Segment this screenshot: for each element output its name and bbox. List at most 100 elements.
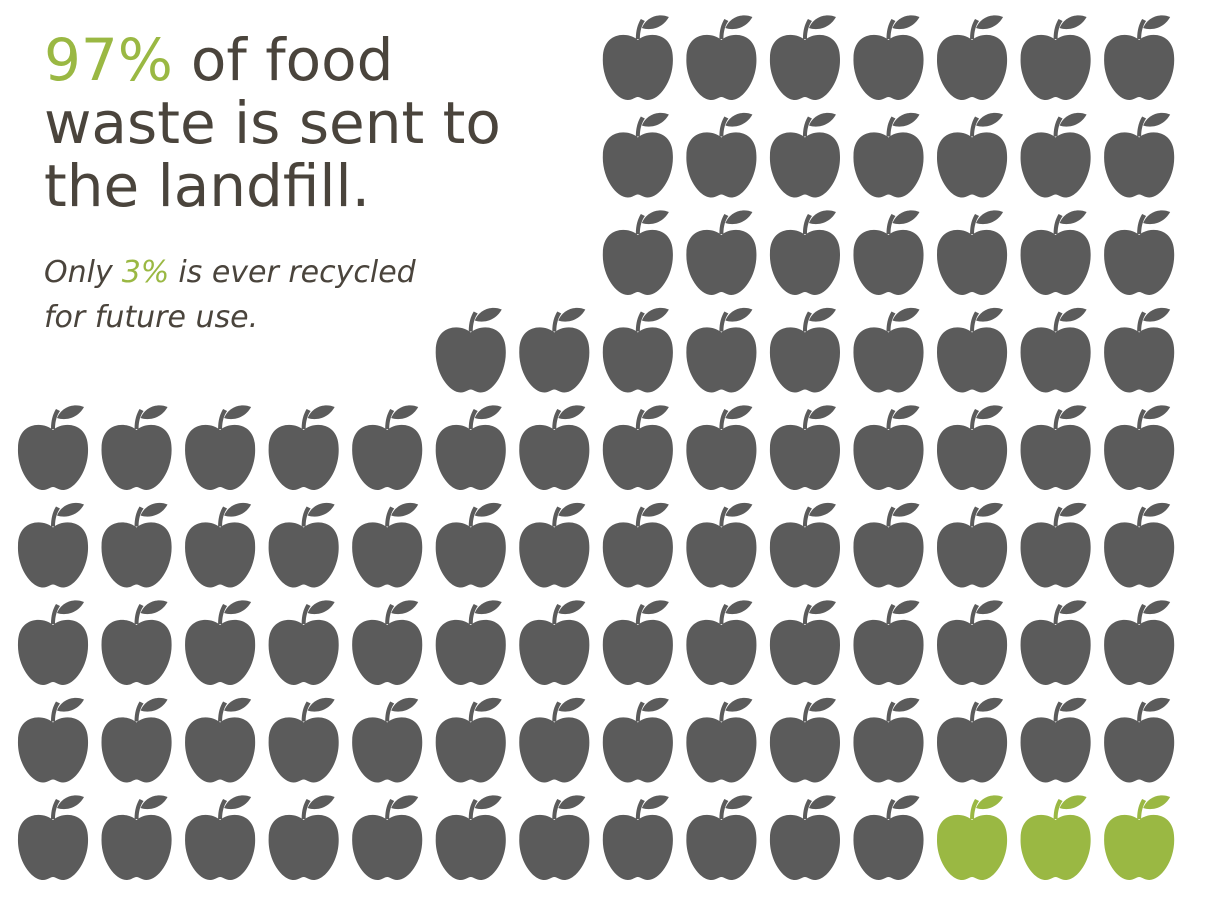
headline-percent: 97% (44, 26, 173, 94)
apple (352, 600, 423, 685)
apple (853, 795, 924, 880)
apple (769, 502, 841, 588)
apple (101, 502, 172, 588)
apple (101, 600, 172, 685)
apple (602, 307, 673, 393)
apple (268, 502, 339, 588)
apple (936, 795, 1008, 880)
subtitle-line: for future use. (44, 300, 258, 335)
apple (352, 697, 423, 783)
apple (185, 697, 256, 783)
apple (1104, 600, 1175, 685)
apple (769, 15, 841, 100)
apple (185, 600, 256, 685)
apple (435, 600, 506, 685)
apple (1104, 210, 1175, 295)
apple (519, 502, 590, 588)
headline-text: of food (191, 26, 394, 94)
apple (853, 307, 924, 393)
apple-grid (17, 15, 1175, 880)
apple (185, 405, 256, 490)
apple (519, 307, 590, 393)
apple (435, 697, 506, 783)
title-line: waste is sent to (44, 89, 501, 157)
apple (1104, 307, 1175, 393)
apple (101, 405, 172, 490)
apple (17, 795, 89, 880)
apple (769, 210, 841, 295)
apple (1104, 502, 1175, 588)
apple (936, 697, 1008, 783)
apple (185, 502, 256, 588)
apple (1020, 307, 1091, 393)
apple (1020, 502, 1091, 588)
apple (352, 405, 423, 490)
apple (435, 502, 506, 588)
apple (17, 697, 89, 783)
apple (519, 795, 590, 880)
apple (1104, 112, 1175, 198)
apple (769, 405, 841, 490)
apple (519, 697, 590, 783)
apple (769, 112, 841, 198)
apple (769, 697, 841, 783)
apple (602, 112, 673, 198)
apple (853, 112, 924, 198)
apple (17, 405, 89, 490)
apple (268, 600, 339, 685)
apple (1020, 405, 1091, 490)
apple (853, 697, 924, 783)
apple (769, 307, 841, 393)
apple (1104, 405, 1175, 490)
apple (602, 405, 673, 490)
apple (1104, 795, 1175, 880)
apple (519, 405, 590, 490)
subtitle-text: Only (44, 255, 114, 290)
apple (853, 502, 924, 588)
apple (853, 15, 924, 100)
apple (936, 307, 1008, 393)
apple (686, 15, 757, 100)
apple (602, 15, 673, 100)
apple (352, 795, 423, 880)
apple (936, 210, 1008, 295)
apple (268, 405, 339, 490)
apple (686, 210, 757, 295)
apple (853, 600, 924, 685)
apple (686, 405, 757, 490)
apple (268, 697, 339, 783)
apple (519, 600, 590, 685)
apple (1020, 210, 1091, 295)
apple (602, 600, 673, 685)
apple (853, 405, 924, 490)
apple (101, 697, 172, 783)
apple (352, 502, 423, 588)
apple (101, 795, 172, 880)
apple (185, 795, 256, 880)
subtitle-text: is ever recycled (178, 255, 416, 290)
apple (936, 112, 1008, 198)
apple (936, 502, 1008, 588)
apple (1020, 697, 1091, 783)
apple (686, 697, 757, 783)
apple (686, 600, 757, 685)
apple (769, 795, 841, 880)
apple (853, 210, 924, 295)
apple (936, 600, 1008, 685)
apple (936, 15, 1008, 100)
apple (435, 795, 506, 880)
apple (602, 210, 673, 295)
apple (686, 112, 757, 198)
apple (1104, 697, 1175, 783)
apple (769, 600, 841, 685)
apple (1020, 15, 1091, 100)
apple (602, 697, 673, 783)
apple (686, 307, 757, 393)
apple (435, 405, 506, 490)
subtitle-line: Only 3% is ever recycled (44, 255, 417, 290)
apple (17, 502, 89, 588)
subtitle-percent: 3% (122, 255, 170, 290)
apple (1020, 600, 1091, 685)
apple (1020, 112, 1091, 198)
